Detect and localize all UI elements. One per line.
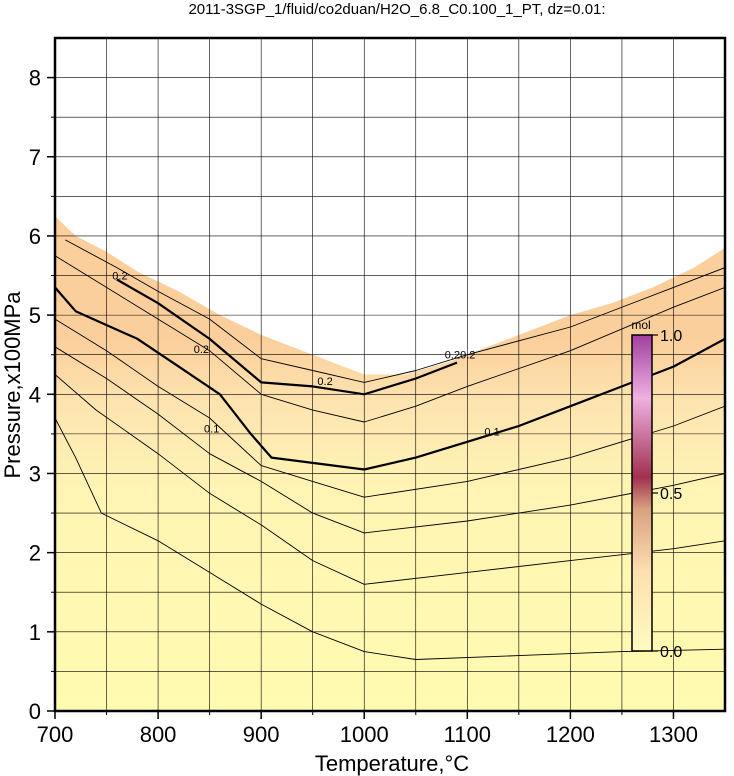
x-tick-label: 700 (37, 722, 74, 747)
contour-label: 0.2 (194, 344, 209, 356)
y-axis-title: Pressure,x100MPa (0, 291, 25, 479)
colorbar-unit: mol (631, 318, 650, 332)
y-tick-label: 7 (29, 145, 41, 170)
x-tick-label: 800 (140, 722, 177, 747)
colorbar-tick-label: 0.5 (660, 486, 682, 503)
colorbar-ticks: 0.0 0.5 1.0 (652, 328, 682, 661)
plot-area: 0.20.20.20.1 0.10.20.2 (55, 38, 725, 711)
x-axis: 700 800 900 1000 1100 1200 1300 (37, 711, 698, 747)
y-tick-label: 1 (29, 620, 41, 645)
colorbar: mol 0.0 0.5 1.0 (631, 318, 682, 661)
x-tick-label: 1100 (444, 722, 491, 747)
grid-lines (55, 38, 725, 711)
contour-label: 0.1 (484, 426, 499, 438)
y-tick-label: 6 (29, 224, 41, 249)
x-axis-title: Temperature,°C (315, 751, 469, 776)
y-tick-label: 0 (29, 699, 41, 724)
contour-label: 0.1 (204, 423, 219, 435)
colorbar-tick-label: 0.0 (660, 644, 682, 661)
contour-label: 0.2 (317, 376, 332, 388)
chart-title: 2011-3SGP_1/fluid/co2duan/H2O_6.8_C0.100… (188, 1, 605, 18)
y-tick-label: 5 (29, 303, 41, 328)
contour-label: 0.20.2 (445, 350, 476, 362)
contour-line (65, 239, 725, 383)
contour-label: 0.2 (112, 270, 127, 282)
contour-labels: 0.20.20.20.1 0.10.20.2 (112, 270, 499, 438)
x-tick-label: 1300 (649, 722, 698, 747)
x-tick-label: 1000 (340, 722, 389, 747)
y-tick-label: 4 (29, 382, 41, 407)
contour-line-0-2 (116, 278, 458, 396)
x-tick-label: 1200 (546, 722, 595, 747)
contour-line (55, 417, 725, 660)
y-tick-label: 2 (29, 541, 41, 566)
x-tick-label: 900 (243, 722, 280, 747)
contour-line (55, 255, 725, 423)
colorbar-tick-label: 1.0 (660, 328, 682, 345)
plot-frame-inner (54, 37, 726, 712)
y-tick-label: 8 (29, 66, 41, 91)
colorbar-scale (631, 334, 653, 652)
y-tick-label: 3 (29, 461, 41, 486)
y-axis: 0 1 2 3 4 5 6 7 8 (29, 66, 55, 724)
